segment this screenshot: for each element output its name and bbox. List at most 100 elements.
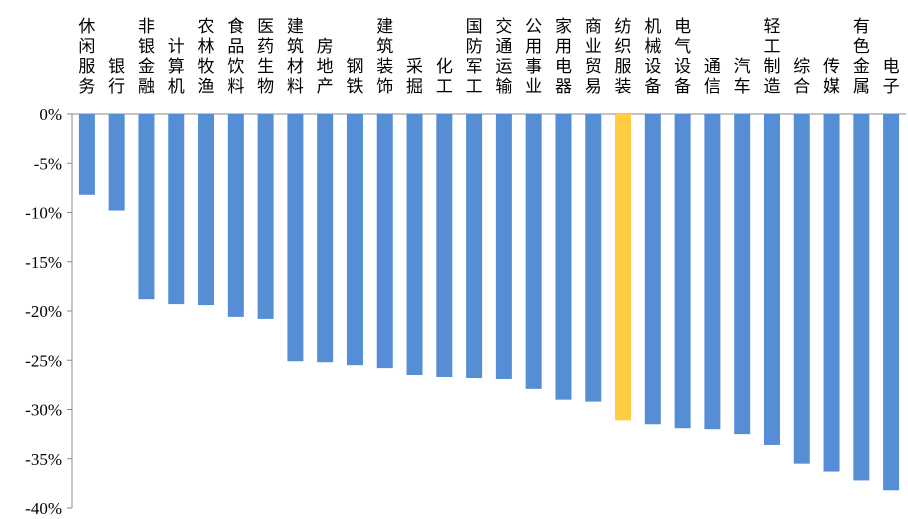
category-label-char: 纺: [615, 17, 632, 37]
bar: [883, 114, 900, 491]
bar: [704, 114, 721, 430]
category-label-char: 牧: [198, 57, 215, 77]
bar: [78, 114, 95, 195]
category-label-char: 用: [555, 37, 572, 57]
category-label-char: 子: [883, 77, 900, 97]
y-tick-label: -15%: [25, 253, 62, 272]
category-label: 计算机: [168, 37, 185, 97]
category-label: 电子: [883, 57, 900, 97]
category-label-char: 输: [495, 77, 512, 97]
y-tick-label: -40%: [25, 499, 62, 518]
bar: [257, 114, 274, 319]
category-label-char: 服: [615, 57, 632, 77]
bar: [436, 114, 453, 377]
category-label-char: 运: [495, 57, 512, 77]
category-label-char: 采: [406, 57, 423, 77]
bar: [346, 114, 363, 366]
bar: [287, 114, 304, 362]
category-label-char: 品: [227, 37, 244, 57]
bar: [406, 114, 423, 376]
bar: [317, 114, 334, 363]
category-label-char: 生: [257, 57, 274, 77]
category-label-char: 休: [78, 17, 95, 37]
category-label-char: 国: [466, 17, 483, 37]
category-label-char: 材: [287, 57, 304, 77]
category-label-char: 融: [138, 77, 155, 97]
category-label-char: 传: [823, 57, 840, 77]
category-label-char: 综: [793, 57, 810, 77]
category-label-char: 计: [168, 37, 185, 57]
category-label-char: 交: [495, 17, 512, 37]
category-label: 化工: [436, 57, 453, 97]
category-label-char: 装: [615, 77, 632, 97]
bar: [674, 114, 691, 429]
bar: [108, 114, 125, 211]
category-label-char: 银: [108, 57, 125, 77]
category-label-char: 铁: [346, 77, 363, 97]
category-label-char: 制: [763, 57, 780, 77]
bar: [644, 114, 661, 425]
bar: [763, 114, 780, 445]
category-label-char: 工: [436, 77, 453, 97]
bar: [555, 114, 572, 400]
y-tick-label: -30%: [25, 401, 62, 420]
y-tick-label: -5%: [34, 154, 62, 173]
bar: [198, 114, 215, 306]
category-label-char: 闲: [78, 37, 95, 57]
category-label-char: 金: [853, 57, 870, 77]
category-label-char: 防: [466, 37, 483, 57]
bar: [823, 114, 840, 472]
category-label-char: 料: [287, 77, 304, 97]
category-label: 综合: [793, 57, 810, 97]
category-label-char: 贸: [585, 57, 602, 77]
category-label-char: 轻: [763, 17, 780, 37]
category-label-char: 公: [525, 17, 542, 37]
bar: [138, 114, 155, 300]
category-label-char: 军: [466, 57, 483, 77]
category-label-char: 机: [644, 17, 661, 37]
category-label-char: 渔: [198, 77, 215, 97]
category-label-char: 食: [227, 17, 244, 37]
category-label: 钢铁: [346, 57, 363, 97]
category-label-char: 电: [674, 17, 691, 37]
category-label-char: 商: [585, 17, 602, 37]
category-label-char: 织: [615, 37, 632, 57]
y-tick-label: 0%: [39, 105, 62, 124]
y-axis: 0% -5% -10% -15% -20% -25% -30% -35% -40%: [25, 105, 906, 518]
category-label: 通信: [704, 57, 721, 97]
category-label-char: 用: [525, 37, 542, 57]
bar: [615, 114, 632, 421]
category-labels: 休闲服务银行非银金融计算机农林牧渔食品饮料医药生物建筑材料房地产钢铁建筑装饰采掘…: [78, 17, 899, 97]
category-label-char: 建: [376, 17, 393, 37]
category-label-char: 料: [227, 77, 244, 97]
bar: [525, 114, 542, 389]
category-label-char: 事: [525, 57, 542, 77]
y-tick-label: -10%: [25, 204, 62, 223]
category-label-char: 掘: [406, 77, 423, 97]
y-tick-label: -25%: [25, 351, 62, 370]
y-tick-label: -20%: [25, 302, 62, 321]
category-label-char: 地: [317, 57, 334, 77]
category-label-char: 产: [317, 77, 334, 97]
category-label-char: 械: [644, 37, 661, 57]
category-label-char: 农: [198, 17, 215, 37]
category-label-char: 业: [525, 77, 542, 97]
category-label-char: 房: [317, 37, 334, 57]
category-label-char: 服: [78, 57, 95, 77]
category-label-char: 饰: [376, 77, 393, 97]
category-label-char: 色: [853, 37, 870, 57]
category-label-char: 筑: [287, 37, 304, 57]
